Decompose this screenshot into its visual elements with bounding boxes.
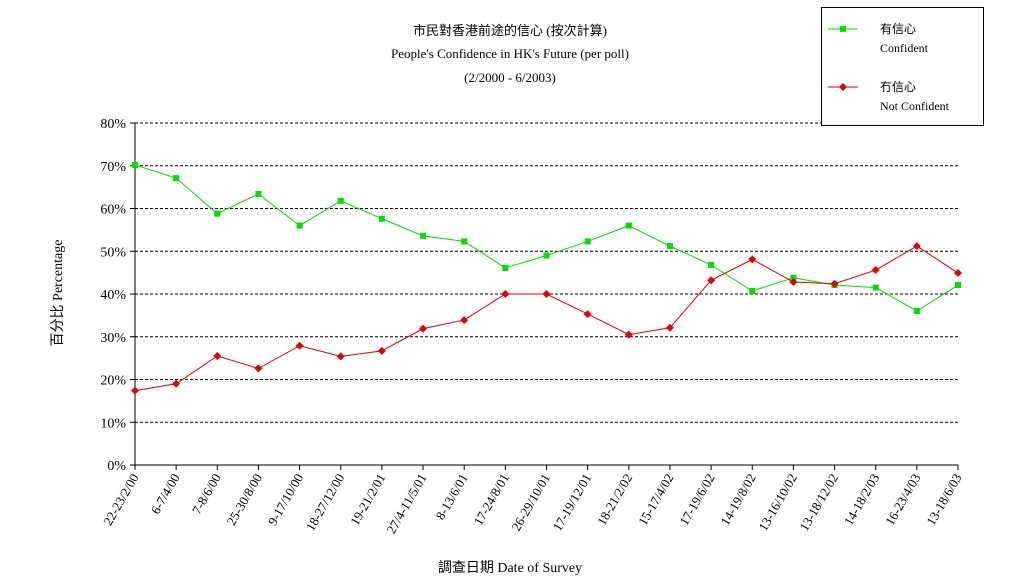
data-point-confident [502,264,509,271]
data-point-confident [625,222,632,229]
x-tick-label: 14-19/8/02 [717,471,759,528]
data-point-not-confident [254,364,263,373]
x-tick-label: 13-16/10/02 [755,471,800,534]
legend: 有信心 Confident 冇信心 Not Confident [821,7,984,126]
data-point-not-confident [789,278,798,287]
x-tick-label: 9-17/10/00 [265,471,307,528]
data-point-not-confident [542,290,551,298]
y-tick-label: 0% [107,459,126,474]
data-point-not-confident [830,279,839,288]
x-tick-label: 22-23/2/00 [100,471,142,528]
data-point-confident [913,308,920,315]
data-point-confident [666,243,673,250]
x-tick-label: 13-18/6/03 [923,471,965,528]
data-point-not-confident [707,276,716,285]
x-tick-label: 6-7/4/00 [148,471,183,517]
data-point-not-confident [912,242,921,251]
data-point-confident [132,161,138,168]
legend-label-not-confident-en: Not Confident [880,99,949,113]
legend-label-confident-zh: 有信心 [880,22,917,36]
y-tick-label: 70% [100,160,126,175]
x-tick-label: 26-29/10/01 [508,471,553,534]
data-point-confident [708,261,715,268]
data-point-not-confident [748,255,757,264]
data-point-confident [461,238,468,245]
x-tick-label: 25-30/8/00 [224,471,266,528]
series-line-0 [134,164,959,312]
y-tick-label: 30% [100,331,126,346]
y-tick-label: 10% [100,416,126,431]
y-tick-label: 20% [100,374,126,389]
x-tick-label: 13-18/12/02 [796,471,841,534]
data-point-confident [173,175,180,182]
data-point-not-confident [377,346,386,355]
data-point-confident [214,210,221,217]
x-tick-label: 18-27/12/00 [303,471,348,534]
y-tick-label: 60% [100,203,126,218]
x-tick-label: 17-19/12/01 [549,471,594,534]
x-tick-label: 16-23/4/03 [882,471,924,528]
data-point-not-confident [583,310,592,319]
data-point-not-confident [954,269,962,278]
data-point-confident [543,252,550,259]
data-point-confident [872,284,879,291]
data-point-not-confident [172,379,181,388]
legend-marker-not-confident [828,83,858,91]
x-tick-label: 8-13/6/01 [433,471,471,522]
y-tick-label: 40% [100,288,126,303]
data-point-not-confident [460,316,469,325]
data-point-confident [584,238,591,245]
data-point-not-confident [131,386,139,395]
x-tick-label: 19-21/2/01 [347,471,389,528]
data-point-confident [337,197,344,204]
data-point-confident [378,215,385,222]
x-axis-label: 調查日期 Date of Survey [437,561,583,576]
legend-marker-confident [828,26,858,32]
data-point-not-confident [336,352,345,361]
x-tick-label: 27/4-11/5/01 [383,471,429,536]
data-point-confident [420,232,427,239]
data-point-not-confident [624,330,633,339]
data-point-not-confident [295,341,304,350]
data-point-not-confident [419,324,428,333]
data-point-not-confident [665,323,674,332]
x-tick-label: 14-18/2/03 [841,471,883,528]
x-tick-label: 18-21/2/02 [594,471,636,528]
data-point-confident [790,274,797,281]
data-point-not-confident [501,290,510,298]
x-tick-label: 17-19/6/02 [676,471,718,528]
data-point-confident [296,222,303,229]
legend-label-not-confident-zh: 冇信心 [880,80,917,94]
y-axis-label: 百分比 Percentage [51,239,66,347]
chart-period: (2/2000 - 6/2003) [464,70,556,85]
chart-subtitle: People's Confidence in HK's Future (per … [391,46,629,61]
data-point-confident [749,288,756,295]
data-point-confident [955,282,961,289]
x-tick-label: 17-24/8/01 [470,471,512,528]
x-tick-label: 7-8/6/00 [189,471,224,517]
data-point-not-confident [213,351,222,360]
data-point-not-confident [871,266,880,275]
data-point-confident [255,190,262,197]
y-tick-label: 80% [100,117,126,132]
legend-label-confident-en: Confident [880,41,928,55]
x-tick-label: 15-17/4/02 [635,471,677,528]
chart-title: 市民對香港前途的信心 (按次計算) [413,23,607,38]
y-tick-label: 50% [100,245,126,260]
